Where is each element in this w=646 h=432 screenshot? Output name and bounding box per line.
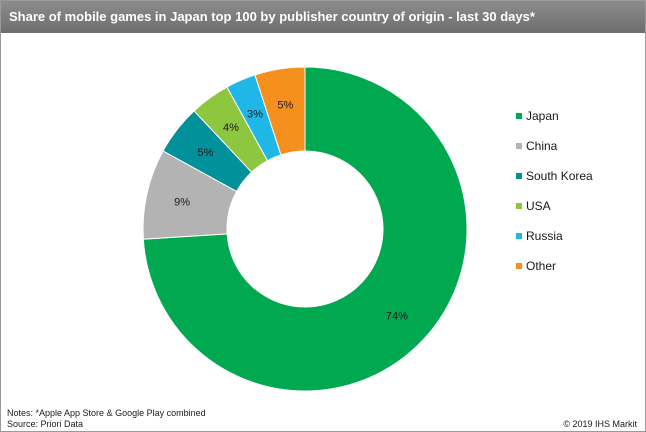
legend: Japan China South Korea USA Russia Other <box>516 109 593 273</box>
legend-swatch-russia <box>516 233 522 239</box>
legend-label-china: China <box>526 139 558 153</box>
legend-label-japan: Japan <box>526 109 559 123</box>
copyright-text: © 2019 IHS Markit <box>563 419 637 429</box>
legend-swatch-other <box>516 263 522 269</box>
slice-labels: 74% 9% 5% 4% 3% 5% <box>174 100 408 323</box>
slice-label-usa: 4% <box>223 122 239 134</box>
legend-swatch-japan <box>516 113 522 119</box>
title-bar: Share of mobile games in Japan top 100 b… <box>1 1 645 33</box>
chart-title: Share of mobile games in Japan top 100 b… <box>9 9 535 24</box>
slice-other <box>254 66 306 156</box>
notes-text: Notes: *Apple App Store & Google Play co… <box>7 408 206 418</box>
legend-label-russia: Russia <box>526 229 563 243</box>
donut-slices <box>142 66 468 392</box>
slice-label-russia: 3% <box>247 108 263 120</box>
legend-label-other: Other <box>526 259 556 273</box>
slice-japan <box>142 66 468 392</box>
legend-swatch-south-korea <box>516 173 522 179</box>
slice-label-other: 5% <box>277 100 293 112</box>
legend-swatch-usa <box>516 203 522 209</box>
slice-label-south-korea: 5% <box>197 147 213 159</box>
slice-label-japan: 74% <box>386 310 408 322</box>
donut-chart: 74% 9% 5% 4% 3% 5% Japan China South Korea USA Ru… <box>142 66 593 392</box>
legend-label-south-korea: South Korea <box>526 169 593 183</box>
legend-label-usa: USA <box>526 199 551 213</box>
legend-swatch-china <box>516 143 522 149</box>
source-text: Source: Priori Data <box>7 419 84 429</box>
slice-label-china: 9% <box>174 197 190 209</box>
footer-notes: Notes: *Apple App Store & Google Play co… <box>7 408 206 430</box>
